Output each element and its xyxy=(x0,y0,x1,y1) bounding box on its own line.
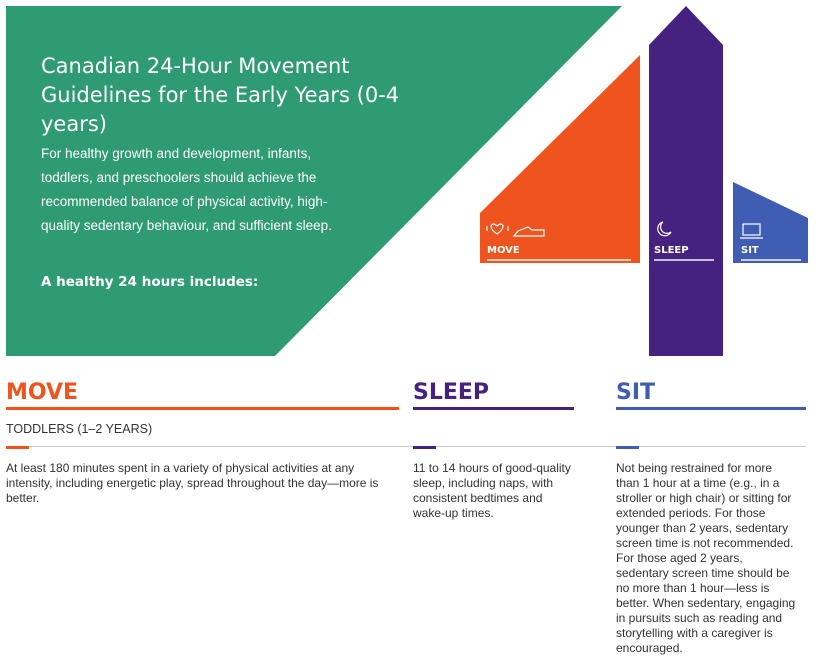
moon-icon xyxy=(657,221,672,237)
sleep-shape xyxy=(649,6,723,356)
page-title: Canadian 24-Hour Movement Guidelines for… xyxy=(41,54,400,136)
green-banner xyxy=(6,6,622,356)
move-tag: MOVE xyxy=(487,245,520,256)
laptop-icon xyxy=(740,223,763,239)
shoe-icon xyxy=(512,226,545,237)
sit-rule xyxy=(616,407,806,410)
divider xyxy=(6,446,806,447)
sit-tag-line xyxy=(741,259,801,261)
move-shape xyxy=(480,55,640,263)
intro-text: For healthy growth and development, infa… xyxy=(41,146,332,233)
sleep-marker xyxy=(413,446,436,449)
sleep-tag: SLEEP xyxy=(654,245,689,256)
sit-shape xyxy=(733,182,808,263)
sleep-rule xyxy=(413,407,574,410)
sit-heading: SIT xyxy=(616,380,656,405)
sleep-text: 11 to 14 hours of good-quality sleep, in… xyxy=(413,461,571,520)
move-tag-line xyxy=(487,259,631,261)
sit-marker xyxy=(616,446,639,449)
age-group-label: TODDLERS (1–2 YEARS) xyxy=(6,422,153,436)
sleep-tag-line xyxy=(654,259,714,261)
move-marker xyxy=(6,446,29,449)
healthy-heading: A healthy 24 hours includes: xyxy=(41,274,259,290)
sit-tag: SIT xyxy=(741,245,759,256)
sit-text: Not being restrained for more than 1 hou… xyxy=(616,461,796,655)
move-heading: MOVE xyxy=(6,380,79,405)
heart-icon xyxy=(486,223,509,235)
sleep-heading: SLEEP xyxy=(413,380,490,405)
move-rule xyxy=(6,407,399,410)
move-text: At least 180 minutes spent in a variety … xyxy=(6,461,379,505)
